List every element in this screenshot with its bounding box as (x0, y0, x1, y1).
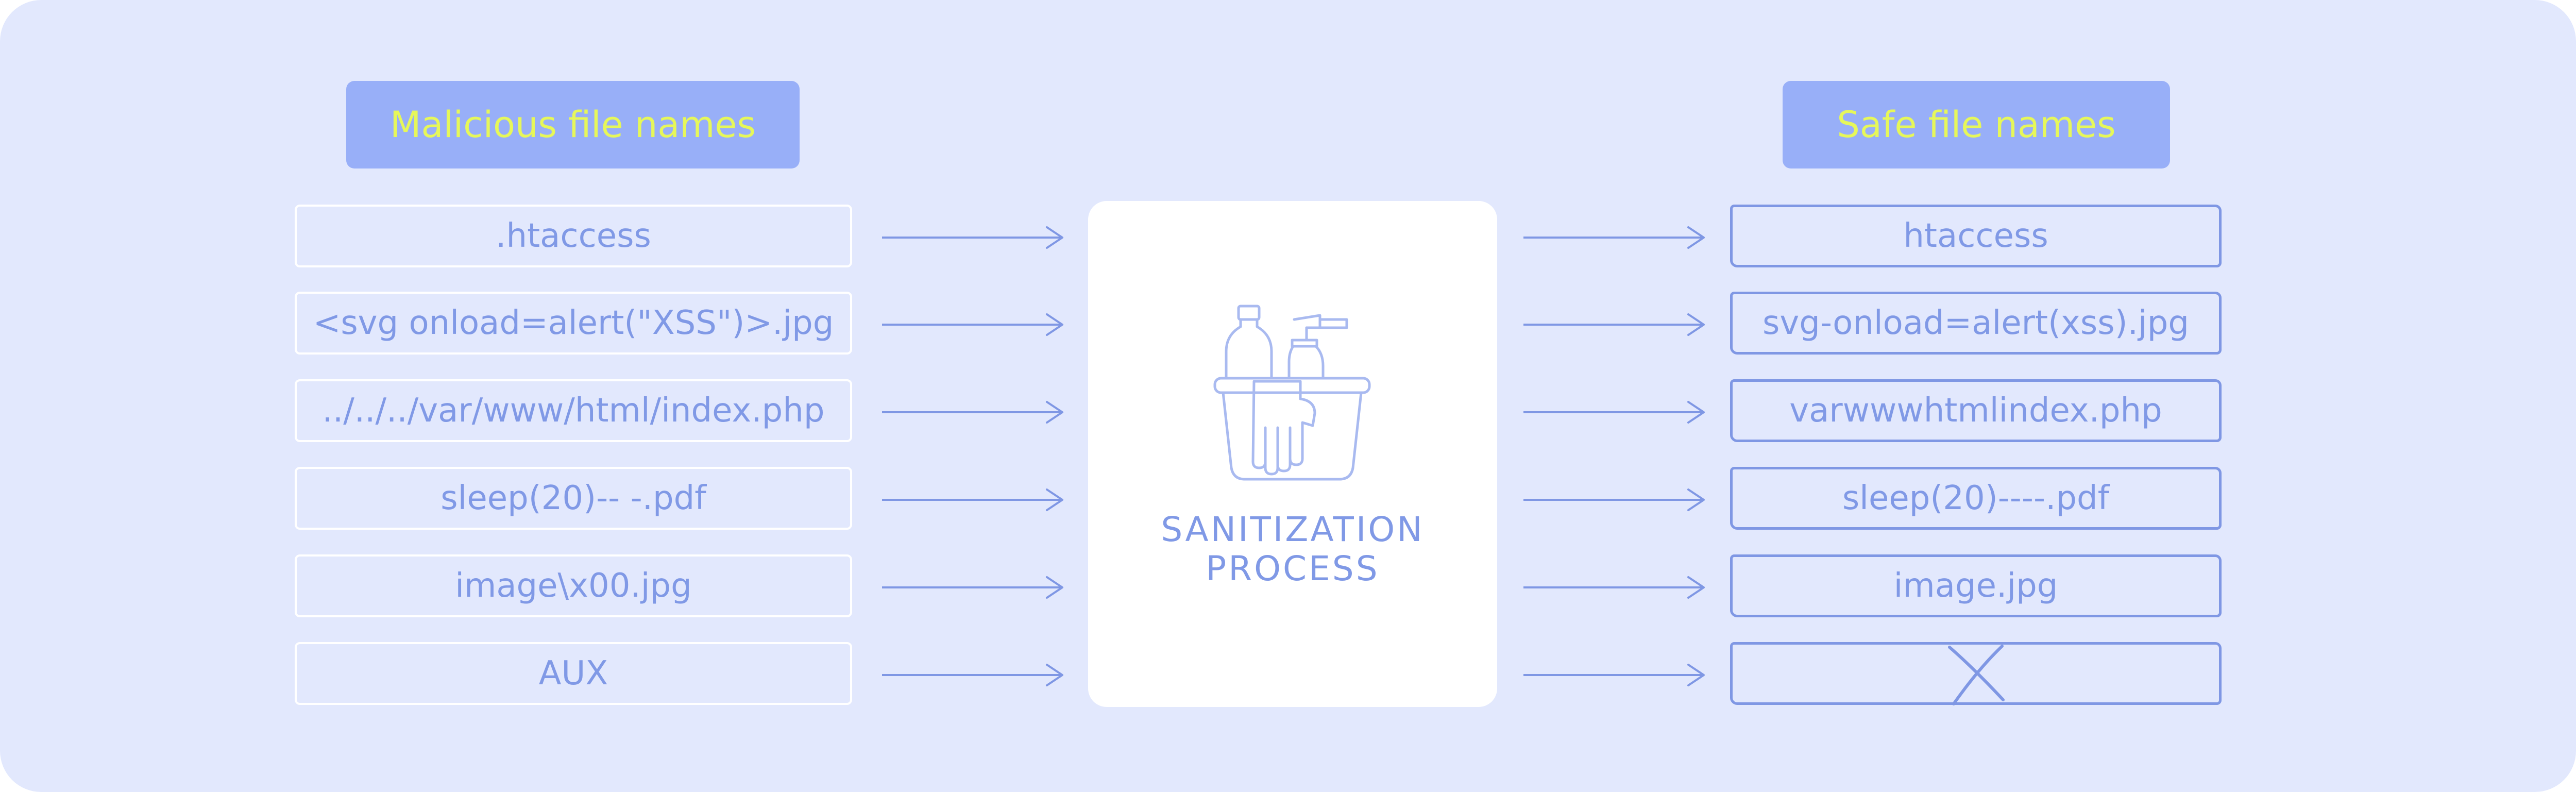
arrow-right-icon (882, 664, 1063, 686)
sanitization-process-label-line2: PROCESS (1206, 549, 1380, 588)
arrow-right-icon (1523, 488, 1705, 511)
malicious-name-box: <svg onload=alert("XSS")>.jpg (295, 292, 852, 355)
arrow-right-icon (882, 313, 1063, 336)
safe-name-text: htaccess (1903, 217, 2048, 255)
malicious-name-text: <svg onload=alert("XSS")>.jpg (313, 304, 834, 342)
arrow-right-icon (882, 576, 1063, 599)
malicious-name-text: AUX (538, 654, 608, 693)
safe-name-text: image.jpg (1893, 567, 2058, 605)
malicious-name-text: ../../../var/www/html/index.php (322, 392, 825, 430)
malicious-name-box: sleep(20)-- -.pdf (295, 467, 852, 530)
safe-name-text: svg-onload=alert(xss).jpg (1762, 304, 2189, 342)
safe-header: Safe file names (1783, 81, 2170, 168)
arrow-right-icon (882, 401, 1063, 424)
malicious-name-text: image\x00.jpg (455, 567, 692, 605)
cross-icon (1948, 645, 2005, 705)
sanitization-process-card: SANITIZATION PROCESS (1088, 201, 1497, 707)
safe-name-box: sleep(20)----.pdf (1730, 467, 2222, 530)
malicious-name-box: image\x00.jpg (295, 554, 852, 617)
safe-name-box: svg-onload=alert(xss).jpg (1730, 292, 2222, 355)
safe-name-box: image.jpg (1730, 554, 2222, 617)
arrow-right-icon (1523, 401, 1705, 424)
safe-name-box: htaccess (1730, 205, 2222, 267)
arrow-right-icon (882, 226, 1063, 249)
sanitization-process-label: SANITIZATION PROCESS (1088, 510, 1497, 588)
arrow-right-icon (882, 488, 1063, 511)
malicious-name-box: .htaccess (295, 205, 852, 267)
safe-name-box-rejected (1730, 642, 2222, 705)
malicious-header: Malicious file names (346, 81, 800, 168)
safe-name-box: varwwwhtmlindex.php (1730, 379, 2222, 442)
arrow-right-icon (1523, 313, 1705, 336)
safe-name-text: varwwwhtmlindex.php (1789, 392, 2162, 430)
malicious-name-text: .htaccess (496, 217, 651, 255)
cleaning-bucket-icon (1213, 305, 1371, 481)
malicious-name-text: sleep(20)-- -.pdf (440, 479, 706, 517)
arrow-right-icon (1523, 576, 1705, 599)
malicious-name-box: AUX (295, 642, 852, 705)
sanitization-process-label-line1: SANITIZATION (1161, 510, 1425, 549)
arrow-right-icon (1523, 226, 1705, 249)
arrow-right-icon (1523, 664, 1705, 686)
malicious-name-box: ../../../var/www/html/index.php (295, 379, 852, 442)
safe-name-text: sleep(20)----.pdf (1842, 479, 2110, 517)
